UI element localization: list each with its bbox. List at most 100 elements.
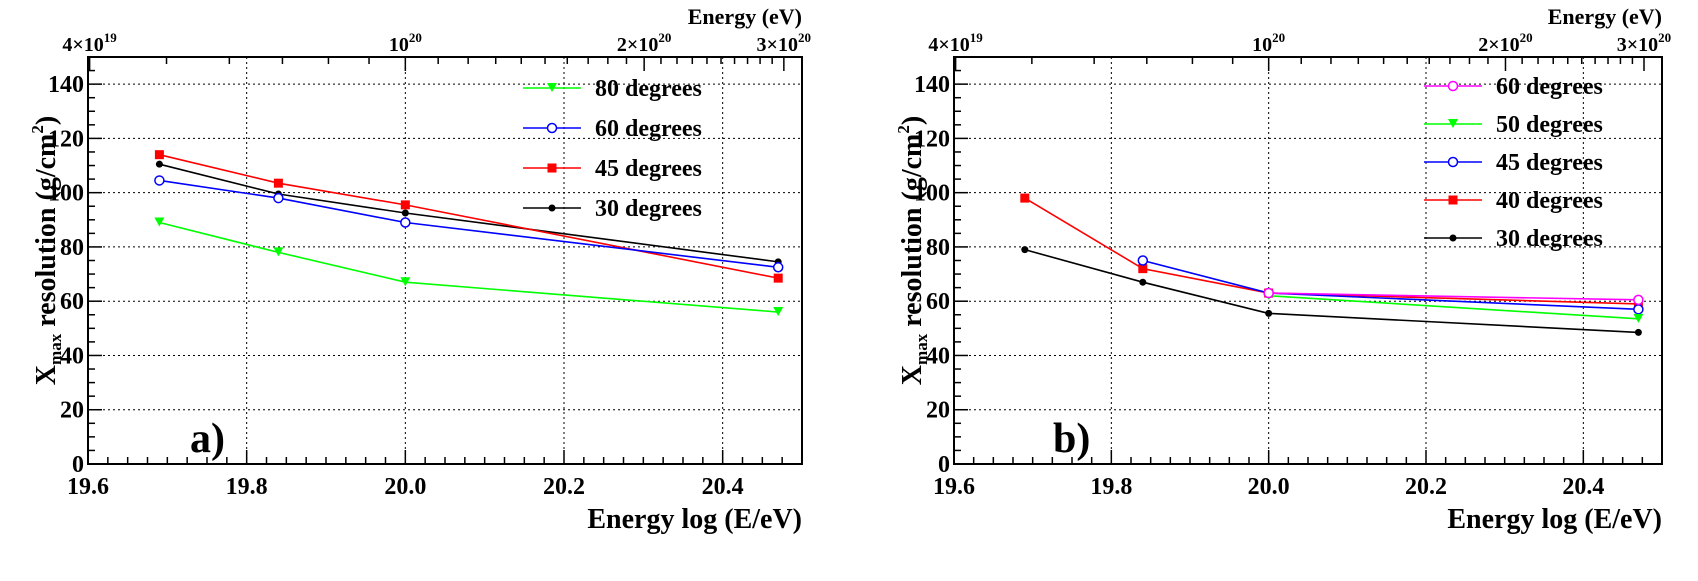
x-tick-label: 19.6	[67, 474, 109, 500]
panel-label: b)	[1053, 416, 1090, 462]
data-point	[273, 178, 283, 188]
y-label-x: X	[897, 365, 928, 385]
data-point	[773, 307, 784, 317]
y-label-superscript: 2	[28, 125, 47, 134]
legend-marker	[1447, 80, 1459, 92]
legend-item: 30 degrees	[523, 196, 702, 222]
legend-label: 45 degrees	[1496, 150, 1603, 176]
top-tick-base: 2×10	[1478, 34, 1519, 56]
legend-item: 60 degrees	[1424, 74, 1603, 100]
legend-item: 45 degrees	[523, 156, 702, 182]
x-tick-label: 20.4	[1562, 474, 1604, 500]
y-tick-label: 100	[48, 181, 84, 207]
data-point	[1139, 278, 1147, 286]
top-axis-label: Energy (eV)	[1548, 4, 1662, 29]
y-label-text: resolution (g/cm	[897, 134, 928, 334]
top-tick-label: 1020	[1252, 30, 1285, 56]
top-tick-base: 4×10	[62, 34, 103, 56]
data-point	[1633, 313, 1644, 323]
top-tick-label: 4×1019	[62, 30, 117, 56]
legend-item: 40 degrees	[1424, 188, 1603, 214]
top-tick-exponent: 19	[970, 30, 984, 45]
y-label-x: X	[31, 365, 62, 385]
legend-marker	[546, 122, 558, 134]
top-tick-exponent: 20	[409, 30, 422, 45]
x-tick-label: 20.0	[384, 474, 426, 500]
series-line	[1268, 294, 1639, 320]
y-tick-label: 120	[914, 126, 950, 152]
data-point	[1021, 246, 1029, 254]
y-tick-label: 60	[60, 289, 84, 315]
data-point	[1137, 255, 1149, 266]
y-tick-label: 20	[60, 398, 84, 424]
data-point	[401, 209, 409, 217]
data-point	[155, 160, 163, 168]
data-point	[1020, 193, 1030, 203]
top-tick-label: 3×1020	[757, 30, 811, 56]
legend-marker	[1449, 234, 1457, 242]
top-tick-base: 3×10	[1617, 34, 1658, 56]
top-tick-label: 3×1020	[1617, 30, 1671, 56]
series-line	[159, 153, 779, 279]
data-point	[273, 247, 284, 257]
data-point	[400, 217, 411, 228]
series-group	[154, 150, 784, 317]
data-point	[1265, 309, 1273, 317]
data-point	[273, 192, 284, 204]
top-tick-exponent: 20	[798, 30, 811, 45]
top-tick-label: 1020	[389, 30, 422, 56]
top-tick-base: 10	[1252, 34, 1272, 56]
top-tick-base: 4×10	[928, 34, 969, 56]
data-point	[1633, 294, 1644, 306]
top-tick-exponent: 20	[658, 30, 671, 45]
y-axis-label: Xmax resolution (g/cm2)	[894, 116, 931, 385]
y-tick-label: 120	[48, 126, 84, 152]
y-tick-label: 20	[926, 398, 950, 424]
series-line	[159, 163, 779, 263]
panel-label: a)	[190, 416, 225, 462]
legend-item: 60 degrees	[523, 116, 702, 142]
data-point	[154, 150, 164, 160]
x-tick-label: 19.8	[1090, 474, 1132, 500]
legend-label: 30 degrees	[1496, 226, 1603, 252]
y-tick-label: 40	[926, 343, 950, 369]
legend-label: 80 degrees	[595, 76, 702, 102]
top-tick-base: 3×10	[757, 34, 798, 56]
x-tick-label: 20.4	[702, 474, 744, 500]
top-tick-base: 2×10	[617, 34, 658, 56]
chart-panel-b: 19.6 19.8 20.0 20.2 20.4 0 20 40 60 80 100 120 140 4×…	[894, 4, 1671, 535]
x-tick-label: 20.2	[1405, 474, 1447, 500]
y-label-subscript: max	[912, 333, 931, 365]
top-tick-exponent: 20	[1520, 30, 1533, 45]
data-point	[154, 217, 165, 227]
top-tick-label: 2×1020	[617, 30, 671, 56]
y-tick-label: 140	[914, 72, 950, 98]
y-tick-label: 100	[914, 181, 950, 207]
data-point	[772, 262, 784, 273]
top-tick-base: 10	[389, 34, 409, 56]
y-label-end: )	[897, 116, 928, 125]
legend-label: 50 degrees	[1496, 112, 1603, 138]
plot-frame	[953, 56, 1663, 465]
legend-marker	[1448, 119, 1458, 128]
legend-marker	[1447, 156, 1459, 168]
data-point	[1634, 328, 1642, 336]
data-point	[1633, 304, 1644, 315]
legend-item: 30 degrees	[1424, 226, 1603, 252]
y-label-text: resolution (g/cm	[31, 134, 62, 334]
x-axis-label: Energy log (E/eV)	[587, 504, 802, 535]
legend-item: 45 degrees	[1424, 150, 1603, 176]
y-label-end: )	[31, 116, 62, 125]
legend-item: 80 degrees	[523, 76, 702, 102]
top-tick-label: 4×1019	[928, 30, 983, 56]
y-tick-label: 0	[72, 452, 84, 478]
y-tick-label: 40	[60, 343, 84, 369]
legend: 80 degrees 60 degrees 45 degrees 30 degrees	[523, 76, 702, 222]
data-point	[400, 277, 411, 287]
data-point	[1263, 287, 1274, 299]
series-line	[159, 221, 779, 313]
legend-label: 40 degrees	[1496, 188, 1603, 214]
data-point	[400, 200, 410, 210]
top-axis-label: Energy (eV)	[688, 4, 802, 29]
